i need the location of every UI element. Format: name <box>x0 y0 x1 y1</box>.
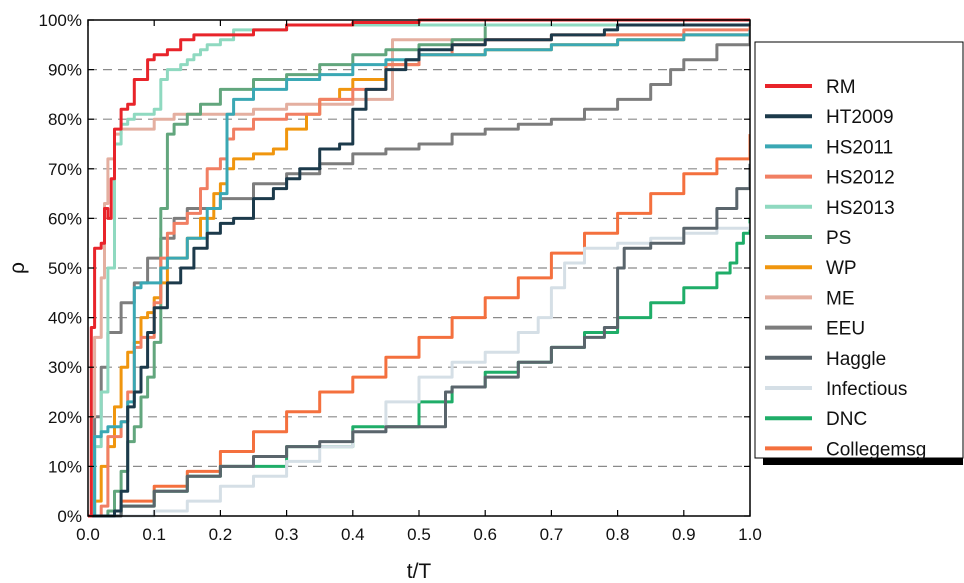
series-line <box>88 33 750 518</box>
legend-label: Haggle <box>826 349 886 370</box>
series-lines <box>88 18 750 518</box>
x-tick-label: 0.5 <box>407 525 431 544</box>
y-tick-label: 50% <box>48 259 82 278</box>
x-tick-label: 0.0 <box>76 525 100 544</box>
y-tick-label: 90% <box>48 61 82 80</box>
y-tick-label: 0% <box>57 507 82 526</box>
legend-label: HS2013 <box>826 198 895 219</box>
y-tick-label: 30% <box>48 358 82 377</box>
legend-label: Infectious <box>826 379 907 400</box>
legend-items: RM HT2009 HS2011 HS2012 HS2013 PS WP ME EEU Haggl… <box>765 77 926 460</box>
series-line <box>88 134 750 518</box>
y-axis-title: ρ <box>6 262 29 274</box>
series-line <box>88 22 750 518</box>
x-axis-title: t/T <box>407 560 432 583</box>
y-tick-labels: 0% 10% 20% 30% 40% 50% 60% 70% 80% 90% 100% <box>39 11 82 526</box>
legend-label: PS <box>826 228 851 249</box>
y-tick-label: 70% <box>48 160 82 179</box>
series-line <box>88 29 750 518</box>
legend-label: HS2012 <box>826 168 895 189</box>
x-tick-labels: 0.0 0.1 0.2 0.3 0.4 0.5 0.6 0.7 0.8 0.9 1.0 <box>76 525 762 544</box>
legend-label: EEU <box>826 319 865 340</box>
legend-label: HT2009 <box>826 107 894 128</box>
y-tick-label: 40% <box>48 309 82 328</box>
y-tick-label: 80% <box>48 110 82 129</box>
legend-label: HS2011 <box>826 137 893 158</box>
x-tick-label: 1.0 <box>738 525 762 544</box>
legend-label: RM <box>826 77 856 98</box>
x-tick-label: 0.7 <box>540 525 564 544</box>
legend-label: WP <box>826 258 857 279</box>
legend-label: DNC <box>826 409 867 430</box>
y-tick-label: 60% <box>48 209 82 228</box>
x-tick-label: 0.8 <box>606 525 630 544</box>
legend: RM HT2009 HS2011 HS2012 HS2013 PS WP ME EEU Haggl… <box>754 41 964 465</box>
series-line <box>88 23 750 518</box>
series-line <box>88 29 750 518</box>
x-tick-label: 0.6 <box>473 525 497 544</box>
tick-marks <box>87 19 751 517</box>
series-line <box>88 18 750 518</box>
series-line <box>88 223 750 518</box>
legend-shadow <box>763 458 963 465</box>
legend-label: ME <box>826 288 855 309</box>
x-tick-label: 0.1 <box>142 525 166 544</box>
series-line <box>88 163 750 518</box>
y-tick-label: 20% <box>48 408 82 427</box>
y-tick-label: 100% <box>39 11 82 30</box>
x-tick-label: 0.4 <box>341 525 365 544</box>
x-tick-label: 0.9 <box>672 525 696 544</box>
series-line <box>88 29 750 518</box>
y-tick-label: 10% <box>48 457 82 476</box>
x-tick-label: 0.2 <box>209 525 233 544</box>
legend-label: Collegemsg <box>826 439 926 460</box>
x-tick-label: 0.3 <box>275 525 299 544</box>
